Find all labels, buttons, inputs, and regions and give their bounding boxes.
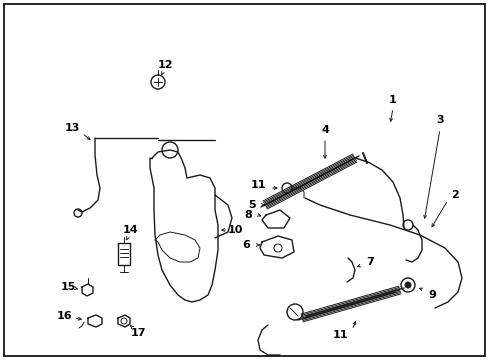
Text: 14: 14 — [122, 225, 138, 235]
Text: 4: 4 — [321, 125, 328, 135]
Text: 8: 8 — [244, 210, 251, 220]
Text: 16: 16 — [57, 311, 73, 321]
Text: 13: 13 — [64, 123, 80, 133]
Text: 5: 5 — [248, 200, 255, 210]
Text: 10: 10 — [227, 225, 242, 235]
Text: 15: 15 — [60, 282, 76, 292]
Text: 17: 17 — [130, 328, 145, 338]
Text: 3: 3 — [435, 115, 443, 125]
Text: 2: 2 — [450, 190, 458, 200]
Text: 12: 12 — [157, 60, 172, 70]
Text: 7: 7 — [366, 257, 373, 267]
Text: 6: 6 — [242, 240, 249, 250]
Circle shape — [404, 282, 410, 288]
Text: 9: 9 — [427, 290, 435, 300]
Text: 11: 11 — [331, 330, 347, 340]
Text: 1: 1 — [388, 95, 396, 105]
Text: 11: 11 — [250, 180, 265, 190]
